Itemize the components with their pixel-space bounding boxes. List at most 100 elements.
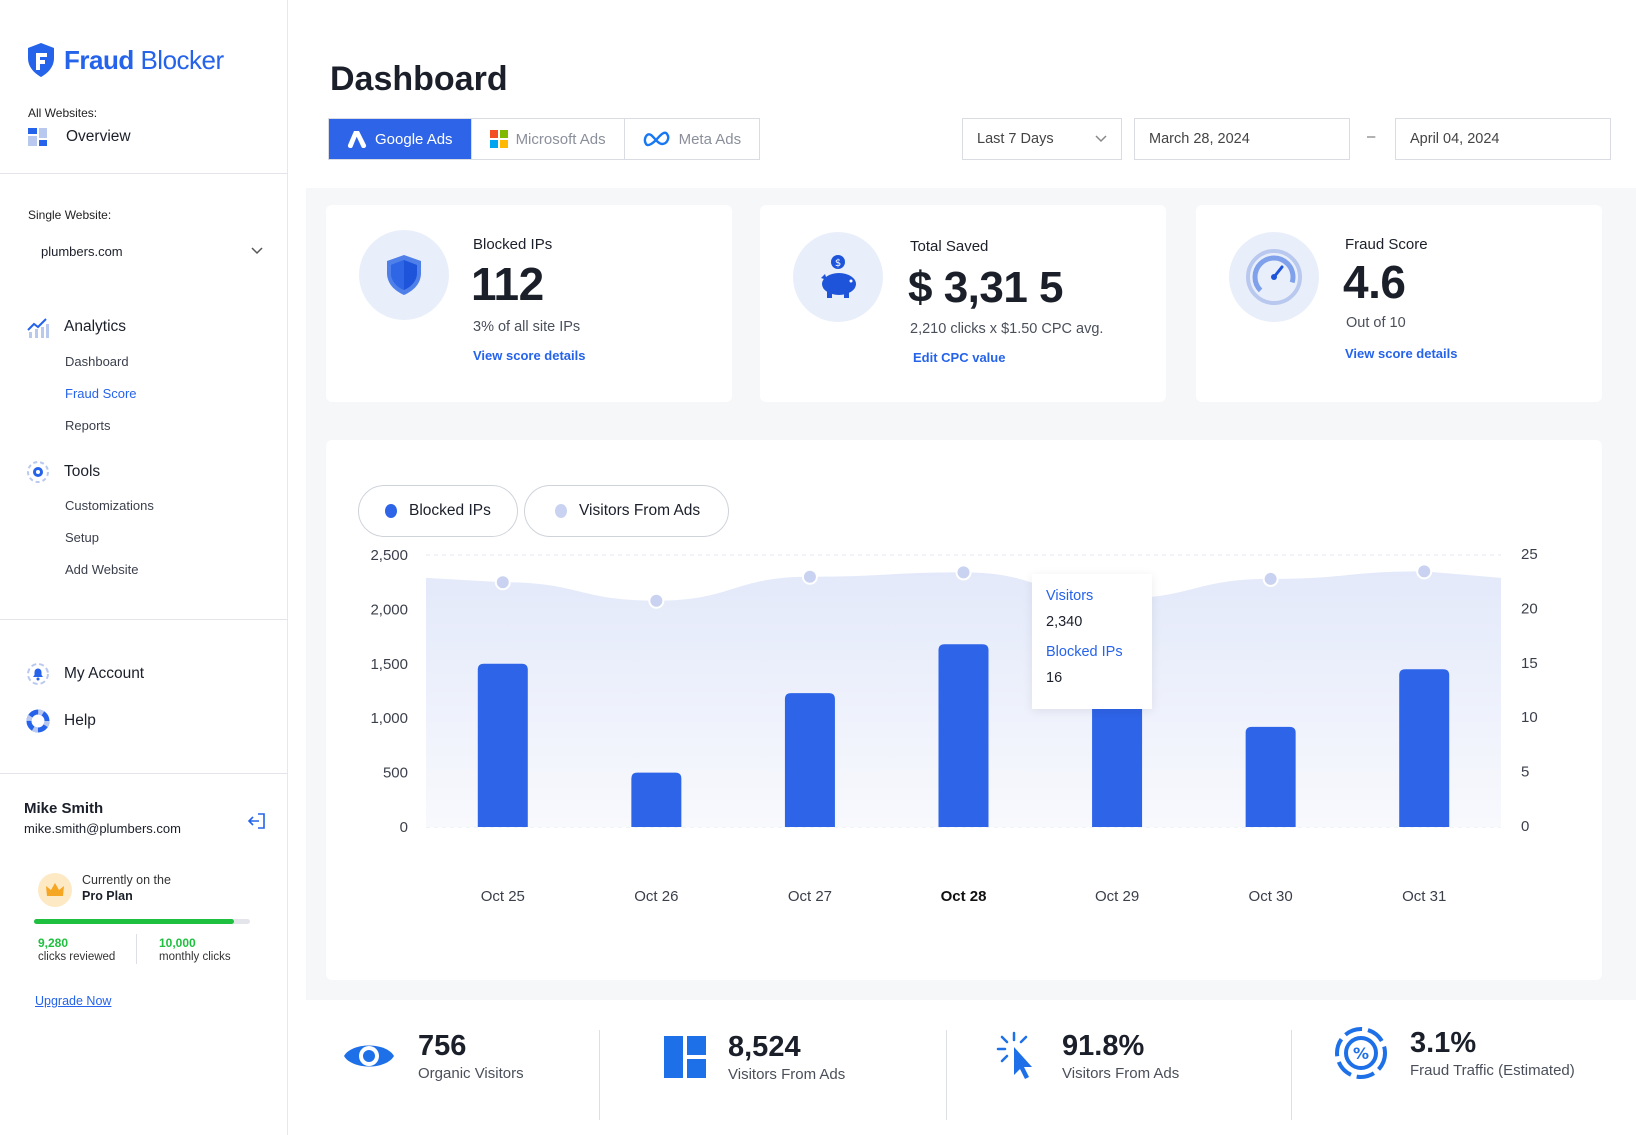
- card-blocked-sub: 3% of all site IPs: [473, 319, 581, 335]
- nav-analytics-label: Analytics: [64, 318, 127, 335]
- stat-organic-value: 756: [418, 1030, 467, 1062]
- tooltip-visitors-value: 2,340: [1046, 614, 1083, 630]
- bar-blocked-ips: [1092, 689, 1143, 827]
- microsoft-ads-icon: [489, 130, 508, 148]
- eye-icon: [344, 1045, 394, 1067]
- y-tick-right: 5: [1521, 764, 1529, 781]
- all-websites-label: All Websites:: [28, 106, 98, 120]
- overview-link[interactable]: Overview: [28, 128, 131, 146]
- user-email: mike.smith@plumbers.com: [24, 821, 181, 836]
- visitors-point: [494, 574, 511, 591]
- logout-icon[interactable]: [247, 812, 267, 830]
- date-from-value: March 28, 2024: [1149, 131, 1250, 147]
- nav-help-label: Help: [64, 712, 96, 729]
- bar-blocked-ips: [1399, 669, 1450, 827]
- date-range-value: Last 7 Days: [977, 131, 1054, 147]
- nav-setup[interactable]: Setup: [65, 530, 99, 545]
- x-tick-label: Oct 28: [941, 888, 987, 905]
- tab-google-ads-label: Google Ads: [375, 130, 453, 148]
- sidebar-divider: [0, 773, 288, 774]
- monthly-clicks-value: 10,000: [159, 936, 196, 950]
- plan-prefix: Currently on the: [82, 873, 171, 887]
- card-saved-link[interactable]: Edit CPC value: [913, 350, 1006, 365]
- stat-organic-label: Organic Visitors: [418, 1065, 524, 1082]
- ad-platform-tabs: Google Ads Microsoft Ads Meta Ads: [328, 118, 761, 160]
- plan-progress-fill: [34, 919, 235, 924]
- bar-blocked-ips: [938, 644, 989, 827]
- nav-dashboard[interactable]: Dashboard: [65, 354, 129, 369]
- page-title: Dashboard: [330, 60, 508, 98]
- card-fraud-score: Fraud Score 4.6 Out of 10 View score det…: [1196, 205, 1602, 402]
- date-to-input[interactable]: April 04, 2024: [1395, 118, 1611, 160]
- overview-label: Overview: [66, 128, 131, 145]
- sidebar-divider: [0, 173, 288, 174]
- brand-name-bold: Fraud: [64, 44, 134, 75]
- stat-fraud-label: Fraud Traffic (Estimated): [1410, 1062, 1575, 1079]
- date-from-input[interactable]: March 28, 2024: [1134, 118, 1350, 160]
- overview-icon: [28, 128, 47, 146]
- visitors-blocked-chart: 0 500 1,000 1,500 2,000 2,500 0 5 10 15 20 25 Oct 25…: [370, 546, 1538, 905]
- nav-tools-label: Tools: [64, 463, 101, 480]
- card-score-link[interactable]: View score details: [1345, 346, 1458, 361]
- stat-divider: [599, 1030, 600, 1120]
- bar-blocked-ips: [477, 663, 528, 827]
- y-tick-right: 15: [1521, 655, 1538, 672]
- tab-meta-ads[interactable]: Meta Ads: [625, 119, 760, 159]
- main-content: Dashboard Google Ads Microsoft Ads Meta …: [290, 0, 1636, 1135]
- upgrade-now-link[interactable]: Upgrade Now: [35, 994, 112, 1008]
- tab-meta-ads-label: Meta Ads: [678, 130, 742, 148]
- visitors-point: [1416, 563, 1433, 580]
- stat-fraud-traffic: % 3.1% Fraud Traffic (Estimated): [1334, 1026, 1575, 1080]
- x-tick-label: Oct 25: [481, 888, 525, 905]
- tooltip-blocked-value: 16: [1046, 670, 1063, 686]
- y-tick-right: 0: [1521, 818, 1529, 835]
- card-saved-value: $ 3,31 5: [908, 263, 1064, 312]
- stat-fraud-value: 3.1%: [1410, 1027, 1477, 1059]
- bar-blocked-ips: [631, 772, 682, 827]
- date-separator: –: [1367, 128, 1376, 145]
- percent-target-icon: %: [1335, 1027, 1387, 1079]
- legend-blocked-ips[interactable]: Blocked IPs: [358, 485, 518, 537]
- visitors-point: [1262, 570, 1279, 587]
- date-range-select[interactable]: Last 7 Days: [962, 118, 1122, 160]
- visitors-point: [801, 568, 818, 585]
- legend-blocked-label: Blocked IPs: [409, 502, 491, 519]
- visitors-point: [955, 564, 972, 581]
- stat-visitors-from-ads: 8,524 Visitors From Ads: [664, 1031, 845, 1083]
- svg-text:%: %: [1353, 1044, 1369, 1063]
- x-tick-label: Oct 26: [634, 888, 678, 905]
- chevron-down-icon: [1095, 135, 1107, 143]
- legend-visitors-label: Visitors From Ads: [579, 502, 701, 519]
- x-tick-label: Oct 29: [1095, 888, 1139, 905]
- tooltip-blocked-label: Blocked IPs: [1046, 644, 1123, 660]
- brand-logo[interactable]: Fraud Blocker: [26, 42, 224, 78]
- monthly-clicks-label: monthly clicks: [159, 951, 231, 963]
- nav-my-account[interactable]: My Account: [26, 662, 144, 686]
- card-score-value: 4.6: [1343, 256, 1406, 308]
- nav-reports[interactable]: Reports: [65, 418, 111, 433]
- stat-divider: [1291, 1030, 1292, 1120]
- tab-microsoft-ads[interactable]: Microsoft Ads: [472, 119, 625, 159]
- nav-analytics[interactable]: Analytics: [26, 316, 126, 338]
- website-select-value: plumbers.com: [41, 243, 123, 259]
- nav-fraud-score[interactable]: Fraud Score: [65, 386, 137, 401]
- x-tick-label: Oct 30: [1249, 888, 1293, 905]
- card-blocked-link[interactable]: View score details: [473, 348, 586, 363]
- legend-visitors-from-ads[interactable]: Visitors From Ads: [524, 485, 730, 537]
- piggy-bank-icon: $: [793, 232, 883, 322]
- website-select[interactable]: plumbers.com: [28, 236, 263, 266]
- stat-organic-visitors: 756 Organic Visitors: [342, 1030, 524, 1082]
- nav-customizations[interactable]: Customizations: [65, 498, 154, 513]
- card-blocked-value: 112: [471, 258, 544, 310]
- y-tick-left: 1,500: [370, 656, 408, 673]
- x-tick-label: Oct 27: [788, 888, 832, 905]
- nav-tools[interactable]: Tools: [26, 460, 100, 484]
- y-tick-right: 20: [1521, 600, 1538, 617]
- nav-help[interactable]: Help: [26, 709, 96, 733]
- nav-add-website[interactable]: Add Website: [65, 562, 139, 577]
- tooltip-visitors-label: Visitors: [1046, 588, 1094, 604]
- tab-google-ads[interactable]: Google Ads: [329, 119, 472, 159]
- analytics-icon: [27, 318, 49, 338]
- stat-ads-label: Visitors From Ads: [728, 1066, 846, 1083]
- brand-name-light: Blocker: [140, 44, 224, 75]
